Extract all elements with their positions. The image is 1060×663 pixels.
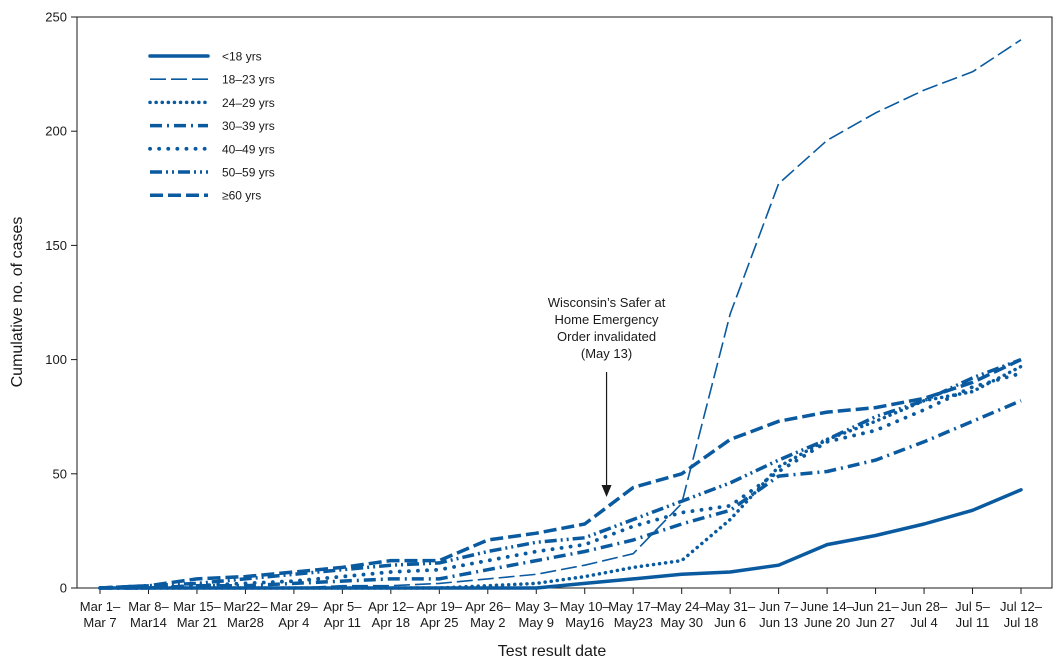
x-tick-label: Mar 1– Mar 7 [80,599,121,630]
x-tick-label: Jun 28– Jul 4 [901,599,948,630]
x-axis-title: Test result date [498,643,607,660]
legend-label: 30–39 yrs [222,119,275,133]
annotation: Wisconsin’s Safer at Home Emergency Order … [548,295,666,497]
y-tick-label: 150 [45,238,67,253]
plot-frame [76,16,1053,589]
series-lines [98,39,1023,590]
x-tick-label: May 17– May23 [608,599,659,630]
legend-label: <18 yrs [222,50,262,64]
series-line-6 [99,357,1022,590]
legend-label: 50–59 yrs [222,166,275,180]
x-tick-label: June 14– June 20 [800,599,854,630]
legend-label: 18–23 yrs [222,73,275,87]
y-tick-label: 0 [60,581,67,596]
x-tick-label: Mar 15– Mar 21 [173,599,221,630]
x-tick-label: May 24– May 30 [657,599,708,630]
y-axis: 0 50 100 150 200 250 [45,10,77,596]
y-tick-label: 100 [45,352,67,367]
annotation-text: Wisconsin’s Safer at Home Emergency Order … [548,295,666,361]
y-tick-label: 200 [45,124,67,139]
x-tick-label: Jul 5– Jul 11 [955,599,990,630]
x-tick-label: Apr 26– May 2 [465,599,511,630]
x-tick-label: May 31– Jun 6 [705,599,756,630]
series-line-3 [98,364,1023,590]
x-tick-label: Mar 29– Apr 4 [270,599,318,630]
y-axis-title: Cumulative no. of cases [9,217,26,388]
legend-label: ≥60 yrs [222,189,261,203]
x-tick-label: Apr 12– Apr 18 [368,599,414,630]
x-tick-label: Mar22– Mar28 [223,599,268,630]
x-tick-label: Mar 8– Mar14 [128,599,169,630]
series-line-4 [100,399,1022,590]
x-tick-label: Jun 21– Jun 27 [852,599,899,630]
x-tick-label: May 3– May 9 [515,599,558,630]
legend-label: 24–29 yrs [222,96,275,110]
x-tick-label: Apr 5– Apr 11 [323,599,362,630]
legend-label: 40–49 yrs [222,142,275,156]
x-tick-label: Jun 7– Jun 13 [759,599,799,630]
x-tick-label: May 10– May16 [560,599,611,630]
series-line-7 [99,358,1022,590]
series-line-5 [98,371,1023,590]
x-tick-label: Apr 19– Apr 25 [417,599,463,630]
annotation-arrow-head [601,485,612,497]
y-tick-label: 250 [45,10,67,25]
series-line-1 [98,488,1023,590]
x-tick-label: Jul 12– Jul 18 [1000,599,1043,630]
legend: <18 yrs 18–23 yrs 24–29 yrs 30–39 yrs 40–49 … [148,50,275,203]
y-tick-label: 50 [53,466,67,481]
